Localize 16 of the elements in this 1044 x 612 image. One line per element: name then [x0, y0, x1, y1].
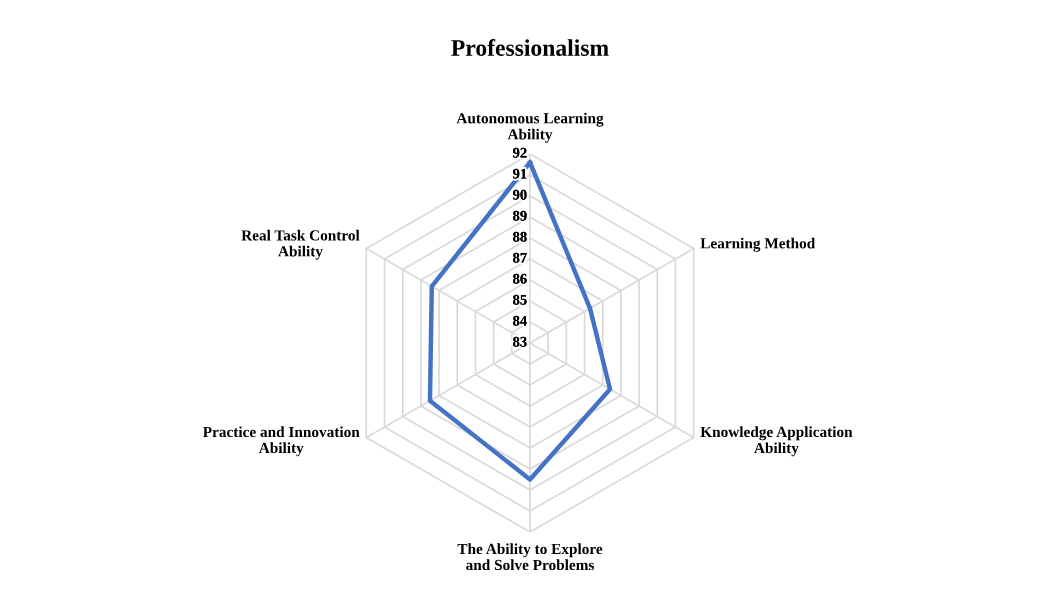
- spoke-label: Practice and Innovation Ability: [203, 426, 360, 457]
- y-tick-label: 90: [512, 189, 527, 200]
- y-tick-label: 88: [513, 231, 527, 242]
- y-tick-label: 87: [513, 252, 527, 263]
- y-tick-label: 86: [513, 273, 527, 284]
- spoke-label: Autonomous Learning Ability: [456, 112, 604, 143]
- chart-title: Professionalism: [451, 39, 609, 56]
- y-tick-label: 84: [513, 315, 527, 326]
- y-tick-label: 92: [512, 147, 527, 158]
- y-tick-label: 83: [513, 336, 527, 347]
- spoke-label: Real Task Control Ability: [241, 229, 360, 260]
- spoke-label: Knowledge Application Ability: [700, 426, 853, 457]
- y-tick-label: 85: [513, 294, 527, 305]
- y-tick-label: 89: [513, 210, 527, 221]
- spoke-label: Learning Method: [700, 237, 816, 252]
- spoke-label: The Ability to Explore and Solve Problems: [457, 543, 603, 571]
